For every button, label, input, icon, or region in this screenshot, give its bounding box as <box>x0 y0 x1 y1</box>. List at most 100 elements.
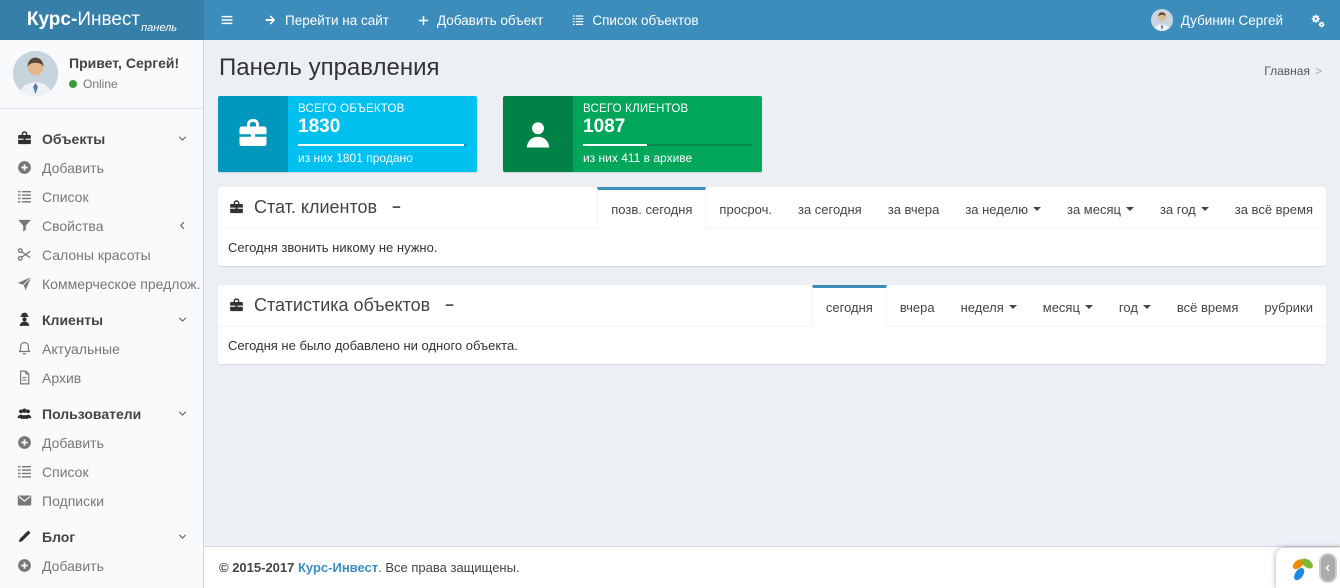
colorful-logo-icon[interactable] <box>1289 555 1316 582</box>
tab-today[interactable]: сегодня <box>811 285 887 327</box>
sidebar-toggle-button[interactable] <box>204 0 250 40</box>
tab-for-today[interactable]: за сегодня <box>785 187 875 228</box>
chevron-left-icon <box>1325 564 1330 572</box>
chevron-left-icon <box>176 219 189 232</box>
tab-label: месяц <box>1042 299 1080 315</box>
avatar <box>13 51 58 96</box>
panel-object-stats: Статистика объектов − сегодня вчера неде… <box>218 285 1326 364</box>
panel-client-stats: Стат. клиентов − позв. сегодня просроч. … <box>218 187 1326 266</box>
sidebar-item-user-list[interactable]: Список <box>0 457 203 486</box>
gears-icon <box>1309 12 1326 29</box>
sidebar-status: Online <box>69 77 179 91</box>
footer-copyright: © 2015-2017 Курс-Инвест. Все права защищ… <box>219 560 520 575</box>
tab-month[interactable]: месяц <box>1030 285 1106 326</box>
tab-rubrics[interactable]: рубрики <box>1251 285 1326 326</box>
menu-label: Пользователи <box>42 405 142 422</box>
sidebar-item-add-post[interactable]: Добавить <box>0 551 203 580</box>
info-box-number: 1087 <box>583 116 626 137</box>
brand-bold: Курс- <box>26 9 78 30</box>
tab-for-week[interactable]: за неделю <box>952 187 1054 228</box>
user-menu[interactable]: Дубинин Сергей <box>1139 0 1295 40</box>
tab-label: за всё время <box>1234 201 1313 217</box>
nav-link-goto-site[interactable]: Перейти на сайт <box>250 0 403 40</box>
tab-all-time[interactable]: за всё время <box>1222 187 1326 228</box>
navbar-right: Дубинин Сергей <box>1139 0 1340 40</box>
users-icon <box>16 405 33 422</box>
progress-track <box>583 144 752 146</box>
panel-title: Статистика объектов <box>254 295 431 315</box>
page-title: Панель управления <box>219 54 440 81</box>
sidebar-item-archive[interactable]: Архив <box>0 363 203 392</box>
caret-down-icon <box>1200 207 1209 211</box>
tab-for-yesterday[interactable]: за вчера <box>875 187 953 228</box>
nav-link-label: Перейти на сайт <box>285 12 389 28</box>
footer: © 2015-2017 Курс-Инвест. Все права защищ… <box>204 546 1340 588</box>
tab-label: всё время <box>1176 299 1239 315</box>
tab-overdue[interactable]: просроч. <box>706 187 785 228</box>
tab-year[interactable]: год <box>1106 285 1164 326</box>
hamburger-icon <box>219 12 235 28</box>
tab-label: сегодня <box>825 300 873 315</box>
sidebar-item-add-user[interactable]: Добавить <box>0 428 203 457</box>
tab-week[interactable]: неделя <box>948 285 1030 326</box>
file-icon <box>16 369 33 386</box>
envelope-icon <box>16 492 33 509</box>
panel-body-text: Сегодня звонить никому не нужно. <box>228 240 438 255</box>
sidebar-item-actual-clients[interactable]: Актуальные <box>0 334 203 363</box>
brand-logo[interactable]: Курс- Инвест панель <box>0 0 204 40</box>
menu-label: Список <box>42 463 89 480</box>
menu-label: Добавить <box>42 159 104 176</box>
collapse-button[interactable]: − <box>445 297 454 314</box>
breadcrumb[interactable]: Главная > <box>1264 64 1322 78</box>
copyright-text: . Все права защищены. <box>378 560 520 575</box>
sidebar-item-objects[interactable]: Объекты <box>0 124 203 153</box>
sidebar-item-clients[interactable]: Клиенты <box>0 305 203 334</box>
tab-label: просроч. <box>719 201 772 217</box>
arrow-right-icon <box>264 13 278 27</box>
sidebar-menu: Объекты Добавить Список Свойства <box>0 109 203 588</box>
collapse-button[interactable]: − <box>392 199 401 216</box>
sidebar-item-commercial-offer[interactable]: Коммерческое предлож. <box>0 269 203 298</box>
info-box-objects: ВСЕГО ОБЪЕКТОВ 1830 из них 1801 продано <box>218 96 477 172</box>
menu-label: Коммерческое предлож. <box>42 275 201 292</box>
sidebar-item-add-object[interactable]: Добавить <box>0 153 203 182</box>
content-header: Панель управления Главная > <box>214 44 1330 94</box>
widget-collapse-button[interactable] <box>1319 553 1337 583</box>
info-box-clients: ВСЕГО КЛИЕНТОВ 1087 из них 411 в архиве <box>503 96 762 172</box>
sidebar-item-users[interactable]: Пользователи <box>0 399 203 428</box>
nav-link-object-list[interactable]: Список объектов <box>557 0 712 40</box>
tab-for-year[interactable]: за год <box>1147 187 1222 228</box>
nav-link-add-object[interactable]: Добавить объект <box>403 0 557 40</box>
navbar-menu: Перейти на сайт Добавить объект Список о… <box>204 0 1340 40</box>
progress-bar <box>583 144 648 146</box>
breadcrumb-divider: > <box>1314 64 1322 78</box>
caret-down-icon <box>1125 207 1134 211</box>
sidebar-item-object-list[interactable]: Список <box>0 182 203 211</box>
pencil-icon <box>16 528 33 545</box>
settings-button[interactable] <box>1295 0 1340 40</box>
tab-called-today[interactable]: позв. сегодня <box>597 187 707 229</box>
user-name: Дубинин Сергей <box>1180 12 1283 28</box>
filter-icon <box>16 217 33 234</box>
footer-brand-link[interactable]: Курс-Инвест <box>297 560 379 575</box>
menu-label: Салоны красоты <box>42 246 151 263</box>
tab-all-time[interactable]: всё время <box>1164 285 1251 326</box>
sidebar-item-subscriptions[interactable]: Подписки <box>0 486 203 515</box>
sidebar-item-post-list[interactable]: Список <box>0 580 203 588</box>
brand-sub: панель <box>141 22 178 34</box>
tab-yesterday[interactable]: вчера <box>887 285 948 326</box>
sidebar-item-properties[interactable]: Свойства <box>0 211 203 240</box>
tab-label: за год <box>1159 201 1196 217</box>
plus-icon <box>417 14 430 27</box>
tab-label: за месяц <box>1066 201 1121 217</box>
panel-title: Стат. клиентов <box>254 197 378 217</box>
tab-for-month[interactable]: за месяц <box>1054 187 1147 228</box>
sidebar-item-beauty-salons[interactable]: Салоны красоты <box>0 240 203 269</box>
brand-rest: Инвест <box>77 9 141 30</box>
info-box-label: ВСЕГО ОБЪЕКТОВ <box>298 103 405 115</box>
sidebar-item-blog[interactable]: Блог <box>0 522 203 551</box>
briefcase-icon <box>228 297 245 314</box>
menu-label: Свойства <box>42 217 104 234</box>
breadcrumb-home[interactable]: Главная <box>1264 64 1310 78</box>
caret-down-icon <box>1084 305 1093 309</box>
